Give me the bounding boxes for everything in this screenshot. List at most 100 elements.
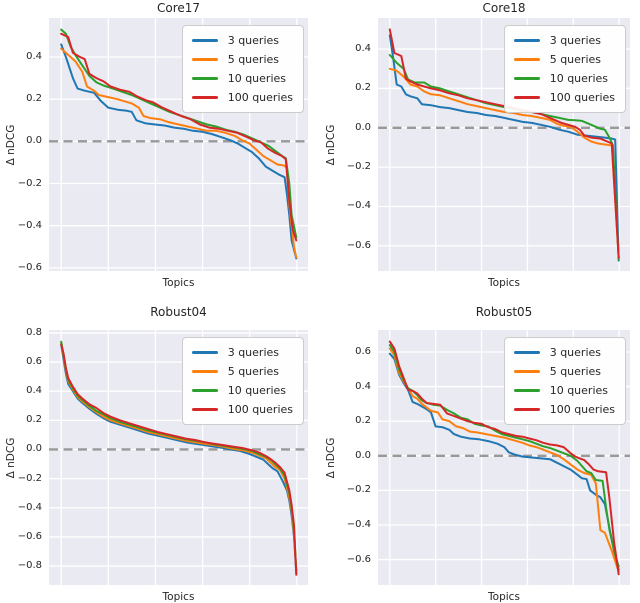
y-tick-label: 0.0: [26, 135, 42, 147]
y-tick-label: 0.4: [26, 51, 42, 62]
legend-item: 5 queries: [513, 362, 615, 381]
series-line-5-queries: [388, 347, 620, 573]
chart-core18: Core18 Δ nDCG Topics 0.4 0.2 0.0 −0.2 −0.4 −0…: [320, 0, 640, 301]
legend-item: 100 queries: [191, 400, 293, 419]
legend-line-swatch: [513, 351, 540, 354]
legend-label: 5 queries: [227, 53, 279, 66]
legend-item: 5 queries: [191, 362, 293, 381]
legend-item: 10 queries: [513, 381, 615, 400]
legend-line-swatch: [513, 370, 540, 373]
y-tick-label: 0.8: [26, 326, 42, 338]
series-line-100-queries: [60, 32, 298, 242]
y-tick-label: −0.6: [346, 239, 371, 251]
series-line-3-queries: [388, 352, 620, 571]
legend-label: 100 queries: [227, 91, 293, 104]
y-tick-label: −0.4: [346, 518, 371, 530]
legend-line-swatch: [191, 77, 218, 80]
y-tick-label: 0.2: [26, 414, 42, 426]
x-axis-label: Topics: [488, 277, 520, 289]
legend-item: 100 queries: [191, 88, 293, 107]
chart-core17: Core17 Δ nDCG Topics 0.4 0.2 0.0 −0.2 −0.4 −0…: [0, 0, 320, 301]
y-tick-label: −0.6: [17, 530, 42, 542]
series-line-3-queries: [60, 43, 298, 260]
legend-label: 5 queries: [227, 365, 279, 378]
legend-item: 3 queries: [513, 31, 615, 50]
legend-item: 10 queries: [191, 69, 293, 88]
chart-title: Robust04: [150, 305, 207, 319]
y-tick-label: 0.4: [26, 385, 42, 397]
y-axis-label: Δ nDCG: [325, 437, 337, 478]
chart-title: Core18: [482, 1, 526, 15]
series-line-10-queries: [388, 344, 620, 568]
legend-label: 10 queries: [549, 384, 608, 397]
y-tick-label: −0.6: [346, 553, 371, 565]
legend-line-swatch: [513, 408, 540, 411]
legend-label: 100 queries: [227, 403, 293, 416]
y-tick-label: −0.4: [346, 200, 371, 212]
y-tick-label: 0.0: [355, 121, 371, 133]
chart-robust04: Robust04 Δ nDCG Topics 0.8 0.6 0.4 0.2 0.0 −0…: [0, 302, 320, 603]
y-tick-label: 0.0: [355, 449, 371, 461]
legend-label: 3 queries: [227, 34, 279, 47]
legend-line-swatch: [513, 58, 540, 61]
legend-item: 100 queries: [513, 400, 615, 419]
y-tick-label: −0.2: [346, 484, 371, 496]
y-tick-label: 0.4: [355, 380, 371, 392]
legend-line-swatch: [191, 351, 218, 354]
y-tick-label: −0.2: [346, 161, 371, 173]
legend-label: 100 queries: [549, 91, 615, 104]
legend-line-swatch: [191, 96, 218, 99]
y-tick-label: 0.2: [26, 93, 42, 105]
x-axis-label: Topics: [162, 591, 195, 603]
y-tick-label: −0.6: [17, 261, 42, 273]
y-tick-label: 0.2: [355, 415, 371, 427]
legend-item: 100 queries: [513, 88, 615, 107]
legend-line-swatch: [191, 370, 218, 373]
y-tick-label: −0.4: [17, 501, 42, 513]
chart-title: Core17: [156, 1, 201, 15]
y-tick-label: 0.0: [26, 443, 42, 455]
legend: 3 queries 5 queries 10 queries 100 queries: [181, 25, 304, 113]
legend-label: 100 queries: [549, 403, 615, 416]
y-tick-label: −0.4: [17, 219, 42, 231]
series-line-100-queries: [388, 340, 620, 576]
y-tick-label: 0.6: [355, 345, 371, 357]
x-axis-label: Topics: [162, 277, 195, 289]
legend-item: 10 queries: [191, 381, 293, 400]
legend-line-swatch: [191, 58, 218, 61]
legend-label: 3 queries: [549, 346, 601, 359]
legend-item: 5 queries: [513, 50, 615, 69]
y-tick-label: −0.8: [17, 560, 42, 572]
series-line-3-queries: [60, 343, 298, 575]
legend-item: 3 queries: [513, 343, 615, 362]
legend-line-swatch: [191, 39, 218, 42]
legend-item: 3 queries: [191, 343, 293, 362]
legend-label: 10 queries: [227, 384, 286, 397]
y-tick-label: −0.2: [17, 177, 42, 189]
y-axis-label: Δ nDCG: [325, 124, 337, 165]
chart-title: Robust05: [475, 305, 533, 319]
chart-robust05: Robust05 Δ nDCG Topics 0.6 0.4 0.2 0.0 −0.2 −…: [320, 302, 640, 603]
legend: 3 queries 5 queries 10 queries 100 queries: [503, 25, 626, 113]
x-axis-label: Topics: [488, 591, 520, 603]
legend-item: 3 queries: [191, 31, 293, 50]
legend-line-swatch: [191, 408, 218, 411]
y-tick-label: −0.2: [17, 472, 42, 484]
legend-label: 3 queries: [549, 34, 601, 47]
legend-line-swatch: [513, 77, 540, 80]
legend-label: 10 queries: [549, 72, 608, 85]
legend: 3 queries 5 queries 10 queries 100 queries: [503, 337, 626, 425]
y-tick-label: 0.6: [26, 356, 42, 368]
legend: 3 queries 5 queries 10 queries 100 queries: [181, 337, 304, 425]
series-line-5-queries: [60, 47, 298, 259]
y-tick-label: 0.4: [355, 43, 371, 55]
series-line-100-queries: [60, 343, 298, 576]
y-tick-label: 0.2: [355, 82, 371, 94]
legend-label: 5 queries: [549, 53, 601, 66]
legend-label: 10 queries: [227, 72, 286, 85]
legend-label: 3 queries: [227, 346, 279, 359]
legend-item: 5 queries: [191, 50, 293, 69]
legend-line-swatch: [513, 39, 540, 42]
legend-line-swatch: [513, 96, 540, 99]
